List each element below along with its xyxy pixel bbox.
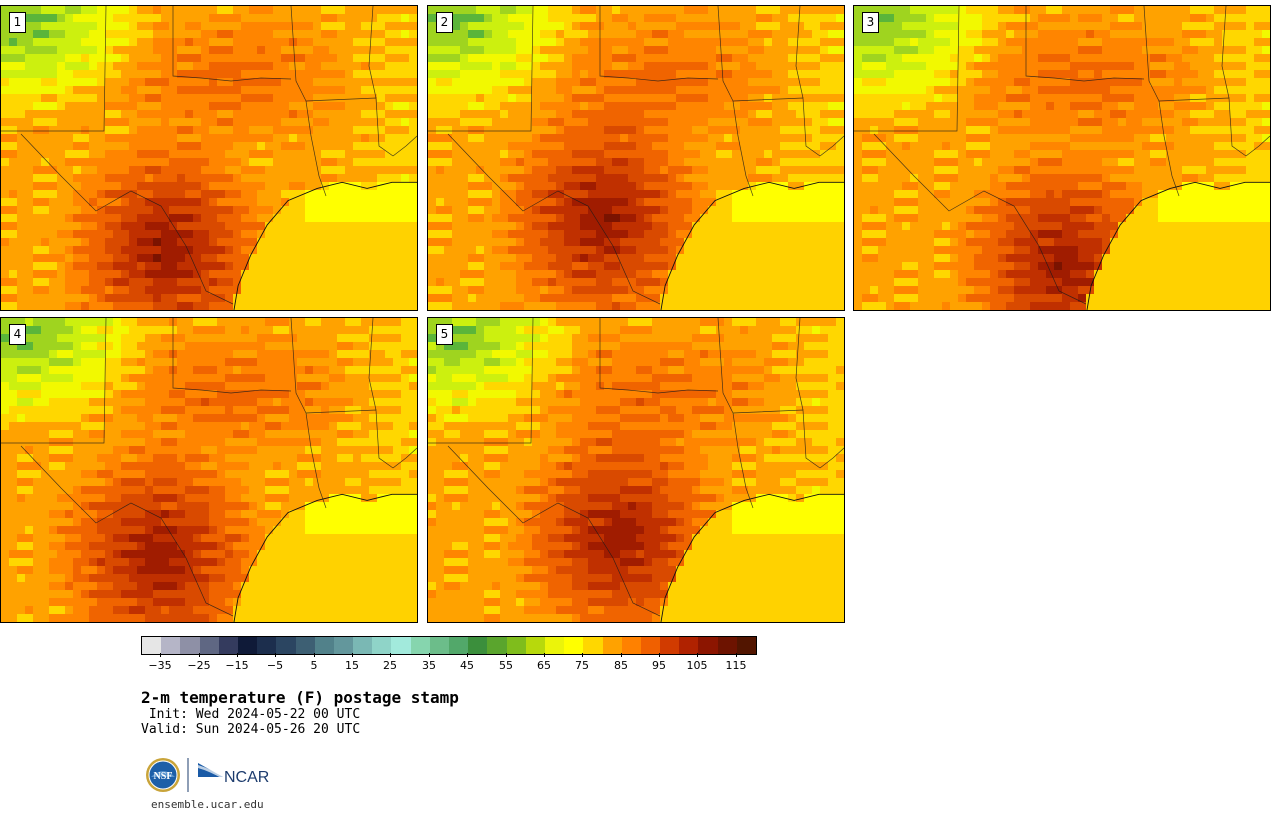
colorbar-cell — [621, 637, 641, 654]
stamp-label-3: 3 — [862, 12, 879, 33]
colorbar-cell — [583, 637, 603, 654]
colorbar-ticks: −35 −25 −15 −5 5 15 25 35 45 55 65 75 85 95 105 115 — [141, 653, 755, 673]
colorbar-cell — [468, 637, 488, 654]
colorbar-cell — [487, 637, 507, 654]
colorbar-tick — [582, 653, 583, 657]
colorbar-cell — [199, 637, 219, 654]
colorbar-tick — [199, 653, 200, 657]
colorbar-tick-label: −15 — [225, 659, 249, 672]
colorbar-cell — [410, 637, 430, 654]
colorbar-cell — [544, 637, 565, 654]
colorbar-cell — [679, 637, 699, 654]
stamp-label-2: 2 — [436, 12, 453, 33]
colorbar-tick-label: 95 — [652, 659, 666, 672]
colorbar-tick — [659, 653, 660, 657]
colorbar-tick-label: −35 — [148, 659, 172, 672]
colorbar-cell — [736, 637, 756, 654]
colorbar-tick — [237, 653, 238, 657]
colorbar-tick — [314, 653, 315, 657]
colorbar-tick-label: 45 — [460, 659, 474, 672]
colorbar-cell — [506, 637, 526, 654]
colorbar-tick — [390, 653, 391, 657]
colorbar-cell — [180, 637, 200, 654]
plot-title: 2-m temperature (F) postage stamp — [141, 688, 459, 707]
temperature-map-4 — [1, 318, 417, 622]
init-time: Init: Wed 2024-05-22 00 UTC — [141, 707, 361, 722]
colorbar-cell — [391, 637, 411, 654]
colorbar-tick — [506, 653, 507, 657]
colorbar-cell — [602, 637, 622, 654]
stamp-panel-4: 4 — [0, 317, 418, 623]
site-url: ensemble.ucar.edu — [151, 798, 264, 811]
colorbar-tick — [621, 653, 622, 657]
colorbar-tick — [275, 653, 276, 657]
nsf-logo: NSF — [146, 758, 180, 792]
colorbar-tick-label: 35 — [422, 659, 436, 672]
stamp-panel-3: 3 — [853, 5, 1271, 311]
colorbar-cell — [429, 637, 449, 654]
colorbar-tick — [736, 653, 737, 657]
sponsor-logos: NSF NCAR — [145, 757, 275, 793]
colorbar-cell — [218, 637, 238, 654]
colorbar-cell — [717, 637, 737, 654]
colorbar-tick-label: −5 — [266, 659, 284, 672]
colorbar-tick-label: 105 — [686, 659, 708, 672]
colorbar-cell — [142, 637, 162, 654]
colorbar-tick-label: 25 — [383, 659, 397, 672]
colorbar-tick — [160, 653, 161, 657]
nsf-logo-text: NSF — [154, 771, 173, 782]
colorbar-tick — [544, 653, 545, 657]
colorbar-cell — [276, 637, 296, 654]
colorbar-cell — [295, 637, 315, 654]
colorbar-cell — [660, 637, 680, 654]
ncar-logo-text: NCAR — [224, 769, 269, 786]
stamp-panel-5: 5 — [427, 317, 845, 623]
colorbar-tick-label: 75 — [575, 659, 589, 672]
colorbar-tick-label: 65 — [537, 659, 551, 672]
stamp-label-4: 4 — [9, 324, 26, 345]
colorbar-cell — [314, 637, 334, 654]
colorbar-tick-label: 15 — [345, 659, 359, 672]
colorbar-tick-label: 55 — [499, 659, 513, 672]
colorbar-tick-label: 5 — [310, 659, 318, 672]
colorbar-tick-label: −25 — [187, 659, 211, 672]
valid-time: Valid: Sun 2024-05-26 20 UTC — [141, 722, 361, 737]
colorbar-cell — [525, 637, 545, 654]
temperature-map-3 — [854, 6, 1270, 310]
colorbar-cell — [257, 637, 277, 654]
colorbar-tick — [429, 653, 430, 657]
stamp-panel-2: 2 — [427, 5, 845, 311]
colorbar-tick — [467, 653, 468, 657]
colorbar-cell — [353, 637, 373, 654]
stamp-panel-1: 1 — [0, 5, 418, 311]
colorbar-cell — [698, 637, 718, 654]
temperature-map-1 — [1, 6, 417, 310]
ncar-logo: NCAR — [198, 763, 269, 786]
stamp-label-1: 1 — [9, 12, 26, 33]
colorbar-cell — [161, 637, 181, 654]
temperature-map-5 — [428, 318, 844, 622]
colorbar-tick — [697, 653, 698, 657]
colorbar-tick-label: 115 — [725, 659, 747, 672]
stamp-label-5: 5 — [436, 324, 453, 345]
colorbar-cell — [333, 637, 354, 654]
colorbar-cell — [564, 637, 584, 654]
colorbar-tick — [352, 653, 353, 657]
colorbar-cell — [237, 637, 258, 654]
colorbar-cell — [372, 637, 392, 654]
temperature-colorbar — [141, 636, 757, 655]
colorbar-cell — [640, 637, 661, 654]
colorbar-cell — [449, 637, 469, 654]
colorbar-tick-label: 85 — [614, 659, 628, 672]
temperature-map-2 — [428, 6, 844, 310]
